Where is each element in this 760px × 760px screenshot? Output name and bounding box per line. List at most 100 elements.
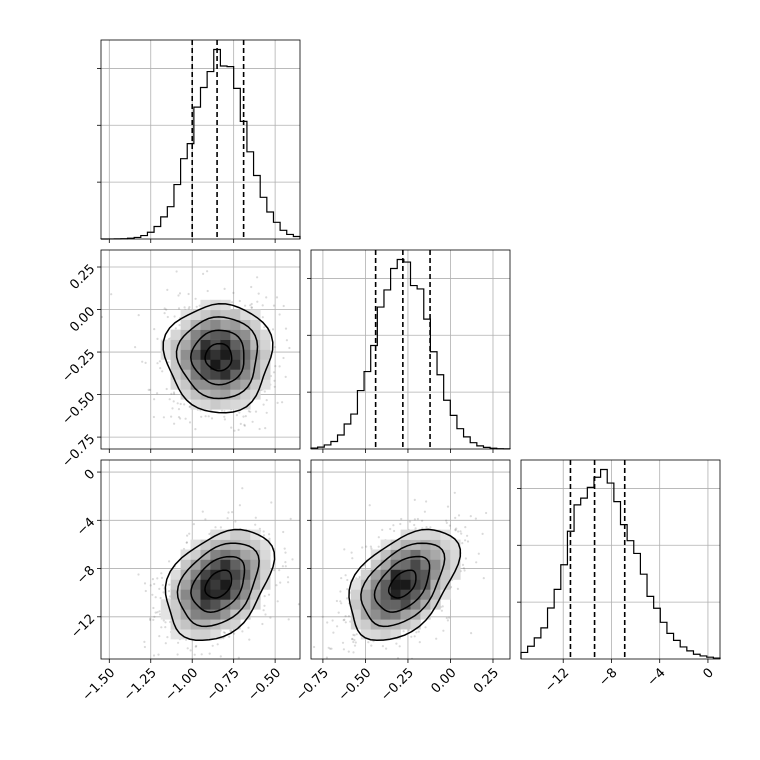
density-cell (390, 609, 401, 620)
sample-point (268, 533, 271, 536)
sample-point (173, 392, 176, 395)
sample-point (466, 534, 469, 537)
density-cell (220, 369, 231, 380)
x-tick-label: −0.75 (293, 665, 332, 704)
panel-frame (520, 459, 721, 660)
sample-point (416, 517, 419, 521)
density-cell (190, 569, 201, 580)
sample-point (211, 644, 214, 647)
density-cell (200, 379, 211, 390)
sample-point (163, 312, 166, 315)
sample-point (250, 306, 253, 309)
sample-point (147, 388, 150, 391)
sample-point (160, 572, 163, 575)
sample-point (238, 411, 241, 414)
density-cell (400, 569, 411, 580)
sample-point (273, 569, 276, 572)
contour-2 (190, 329, 245, 386)
sample-point (446, 505, 450, 508)
density-cell (440, 529, 451, 540)
sample-point (188, 532, 191, 535)
sample-point (228, 635, 231, 638)
sample-point (313, 426, 315, 428)
sample-point (222, 637, 225, 640)
sample-point (158, 360, 161, 363)
density-cell (190, 399, 201, 410)
sample-point (424, 626, 427, 629)
density-cell (240, 579, 251, 590)
sample-point (193, 653, 196, 656)
sample-point (258, 427, 261, 431)
density-cell (230, 349, 241, 360)
density-cell (200, 629, 211, 640)
density-cell (250, 549, 261, 560)
contour-4 (348, 528, 462, 642)
density-cell (350, 609, 362, 620)
sample-point (271, 328, 275, 331)
x-tick-label: 0.00 (428, 665, 459, 696)
x-tick-label: −0.25 (378, 665, 417, 704)
x-tick-label: −1.50 (80, 665, 119, 704)
density-cell (410, 559, 421, 570)
sample-point (351, 637, 354, 641)
sample-point (344, 621, 347, 624)
sample-point (216, 643, 219, 646)
sample-point (448, 616, 451, 619)
sample-point (176, 653, 179, 656)
density-cell (350, 579, 362, 590)
density-cell (210, 319, 221, 330)
sample-point (279, 581, 282, 584)
density-cell (440, 589, 451, 600)
sample-point (304, 640, 306, 642)
sample-point (156, 577, 159, 580)
sample-point (177, 416, 181, 419)
sample-point (410, 635, 413, 638)
sample-point (265, 399, 268, 402)
density-cell (360, 569, 372, 580)
sample-point (256, 276, 259, 279)
sample-point (156, 362, 159, 365)
density-cell (380, 579, 391, 590)
density-cell (410, 539, 421, 550)
sample-point (268, 537, 271, 540)
sample-point (237, 428, 240, 431)
sample-point (183, 306, 186, 309)
sample-point (151, 593, 154, 596)
sample-point (144, 361, 147, 364)
sample-point (353, 644, 357, 647)
sample-point (287, 618, 290, 621)
sample-point (469, 515, 472, 518)
density-cell (450, 569, 461, 580)
density-cell (250, 389, 261, 400)
density-cell (200, 399, 211, 410)
density-cell (440, 539, 451, 550)
sample-point (445, 521, 448, 525)
density-cell (250, 559, 261, 570)
sample-point (161, 370, 164, 373)
density-cell (210, 399, 221, 410)
density-cell (210, 549, 221, 560)
sample-point (341, 641, 345, 644)
density-cell (390, 569, 401, 580)
density-cell (260, 349, 271, 360)
density-cell (230, 589, 241, 600)
sample-point (337, 611, 340, 614)
sample-point (159, 596, 162, 600)
density-cell (170, 369, 181, 380)
density-cell (430, 599, 441, 610)
sample-point (263, 604, 266, 607)
sample-point (461, 542, 464, 545)
sample-point (435, 637, 438, 640)
sample-point (460, 532, 463, 535)
sample-point (264, 427, 267, 430)
density-cell (200, 299, 211, 311)
contour-4 (164, 528, 276, 642)
sample-point (355, 633, 358, 636)
density-cell (230, 309, 241, 320)
density-cell (380, 559, 391, 570)
histogram-panel-2 (307, 249, 511, 453)
sample-point (475, 561, 478, 564)
sample-point (474, 517, 477, 520)
density-cell (440, 549, 451, 560)
density-cell (360, 579, 372, 590)
